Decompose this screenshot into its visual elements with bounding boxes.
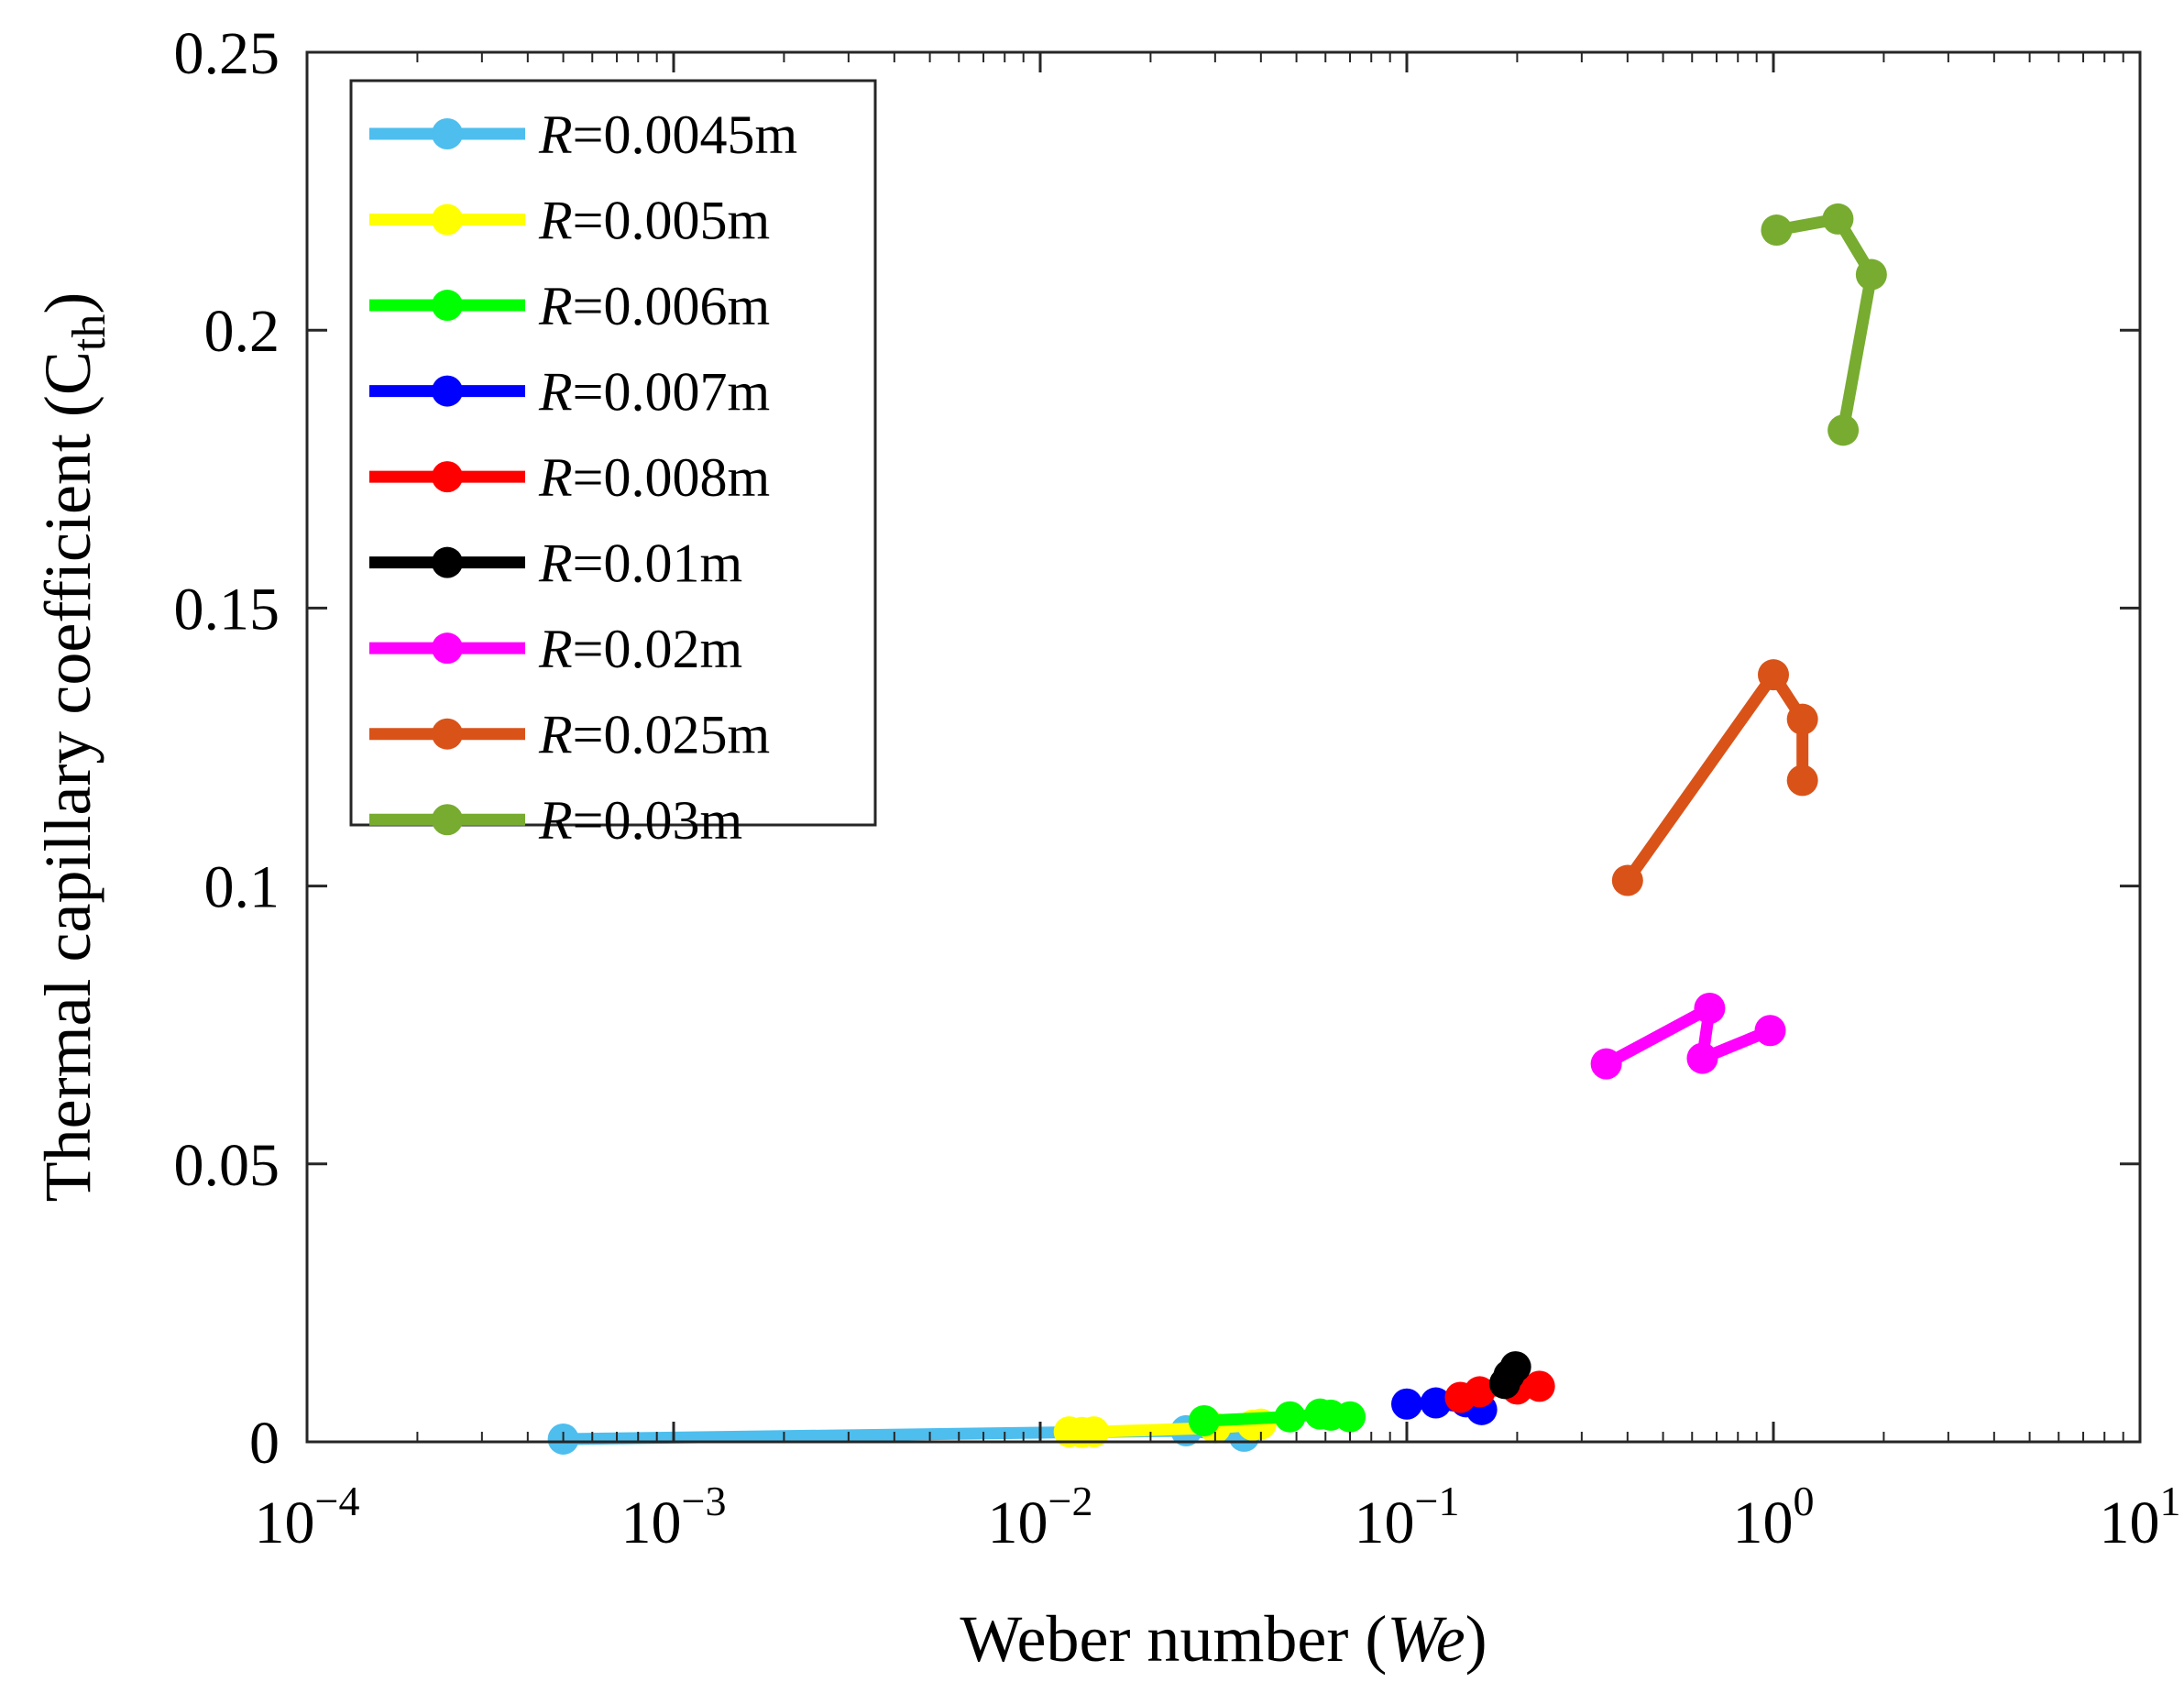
x-tick-label: 10−2 xyxy=(988,1478,1093,1556)
y-axis-title: Thermal capillary coefficient (Cth) xyxy=(31,292,115,1203)
data-point xyxy=(1523,1370,1555,1402)
legend-swatch-marker xyxy=(432,718,463,750)
data-point xyxy=(1499,1351,1531,1383)
legend-label: R=0.008m xyxy=(538,447,770,508)
legend-swatch-marker xyxy=(432,804,463,836)
legend-label: R=0.005m xyxy=(538,191,770,251)
data-point xyxy=(1758,659,1789,691)
axis-ticks xyxy=(305,50,2142,1444)
y-tick-labels: 0 0.05 0.1 0.15 0.2 0.25 xyxy=(174,20,280,1477)
data-point xyxy=(1391,1388,1422,1420)
y-tick-label: 0.25 xyxy=(174,20,280,87)
legend-label: R=0.02m xyxy=(538,619,742,679)
series-line xyxy=(1600,1002,1776,1071)
legend-item: R=0.02m xyxy=(369,619,742,679)
data-point xyxy=(1754,1015,1786,1047)
legend-item: R=0.03m xyxy=(369,790,742,851)
data-point xyxy=(1274,1401,1306,1433)
y-tick-label: 0.1 xyxy=(204,854,280,921)
legend-item: R=0.007m xyxy=(369,362,770,423)
legend-swatch-marker xyxy=(432,203,463,236)
data-point xyxy=(1590,1048,1622,1080)
data-point xyxy=(1822,203,1854,235)
data-point xyxy=(1786,703,1818,735)
series-layer xyxy=(547,203,1887,1455)
data-point xyxy=(1694,993,1726,1025)
legend-item: R=0.008m xyxy=(369,447,770,508)
data-point xyxy=(1420,1387,1452,1419)
legend-item: R=0.0045m xyxy=(369,104,797,165)
series-0-03m xyxy=(1761,203,1887,446)
data-point xyxy=(1188,1404,1220,1436)
data-point xyxy=(1464,1376,1496,1408)
data-point xyxy=(1786,764,1818,797)
data-point xyxy=(1611,864,1643,896)
legend-item: R=0.006m xyxy=(369,276,770,336)
series-0-01m xyxy=(1488,1351,1531,1400)
legend-box xyxy=(349,79,877,827)
x-tick-label: 10−3 xyxy=(621,1478,727,1556)
legend-swatch-marker xyxy=(432,290,463,322)
legend-item: R=0.01m xyxy=(369,533,742,594)
legend-label: R=0.03m xyxy=(538,790,742,851)
x-tick-label: 10−1 xyxy=(1355,1478,1460,1556)
y-tick-label: 0.2 xyxy=(204,298,280,365)
legend-label: R=0.01m xyxy=(538,533,742,594)
series-0-025m xyxy=(1611,659,1818,896)
data-point xyxy=(1686,1042,1718,1074)
legend-item: R=0.005m xyxy=(369,191,770,251)
legend-swatch-marker xyxy=(432,546,463,578)
legend-swatch-marker xyxy=(432,461,463,493)
legend-items: R=0.0045m R=0.005m R=0.006m R=0.007m R=0.008… xyxy=(369,104,797,851)
data-point xyxy=(1078,1416,1110,1448)
x-tick-label: 101 xyxy=(2100,1478,2181,1556)
data-point xyxy=(1761,214,1793,247)
legend: R=0.0045m R=0.005m R=0.006m R=0.007m R=0.008… xyxy=(349,79,877,851)
series-line xyxy=(1621,668,1809,886)
x-tick-label: 10−4 xyxy=(255,1478,360,1556)
series-0-006m xyxy=(1188,1398,1366,1436)
plot-area-frame xyxy=(305,50,2142,1444)
legend-label: R=0.007m xyxy=(538,362,770,423)
legend-label: R=0.0045m xyxy=(538,104,797,165)
series-line xyxy=(1770,213,1878,436)
x-tick-labels: 10−4 10−3 10−2 10−1 100 101 xyxy=(255,1478,2181,1556)
legend-label: R=0.025m xyxy=(538,705,770,765)
y-tick-label: 0 xyxy=(249,1410,280,1477)
legend-swatch-marker xyxy=(432,632,463,665)
x-axis-title: Weber number (We) xyxy=(960,1602,1487,1676)
data-point xyxy=(1334,1401,1366,1433)
legend-item: R=0.025m xyxy=(369,705,770,765)
x-tick-label: 100 xyxy=(1733,1478,1815,1556)
legend-label: R=0.006m xyxy=(538,276,770,336)
legend-swatch-marker xyxy=(432,375,463,407)
y-tick-label: 0.05 xyxy=(174,1132,280,1199)
legend-swatch-marker xyxy=(432,118,463,149)
data-point xyxy=(1855,258,1887,291)
data-point xyxy=(1827,414,1860,446)
series-0-02m xyxy=(1590,993,1786,1080)
y-tick-label: 0.15 xyxy=(174,576,280,643)
